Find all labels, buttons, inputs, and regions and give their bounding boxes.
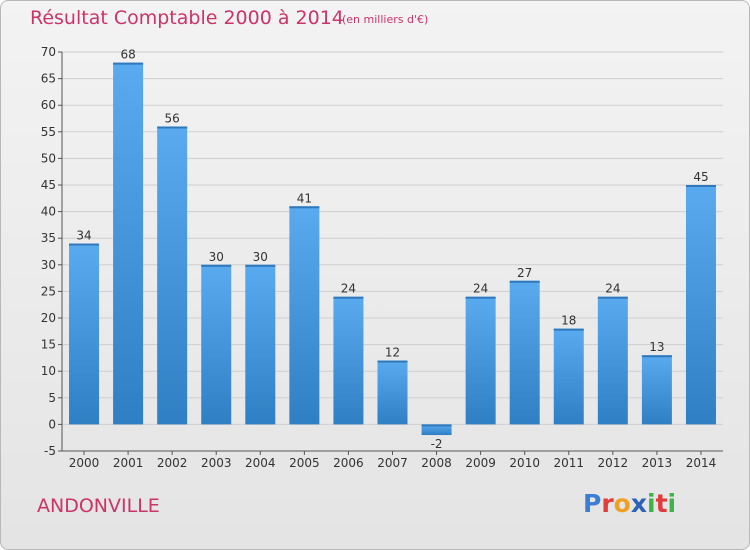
y-tick-label: 35 [41, 231, 56, 245]
x-tick-label: 2007 [377, 456, 408, 470]
bar [509, 280, 540, 425]
y-tick-label: 15 [41, 338, 56, 352]
y-tick-label: 0 [48, 417, 56, 431]
bar-edge [333, 296, 364, 299]
x-tick-label: 2003 [201, 456, 232, 470]
bar-value-label: 34 [76, 229, 91, 243]
proxiti-logo: Proxiti [583, 489, 676, 518]
bar [201, 264, 232, 425]
x-tick-label: 2009 [465, 456, 496, 470]
bar-edge [157, 126, 188, 129]
commune-name: ANDONVILLE [37, 495, 160, 517]
x-tick-label: 2011 [553, 456, 584, 470]
bar-edge [113, 62, 144, 65]
bar-value-label: 24 [605, 282, 620, 296]
y-tick-label: 20 [41, 311, 56, 325]
bar [289, 206, 320, 425]
x-tick-label: 2008 [421, 456, 452, 470]
y-tick-label: 65 [41, 72, 56, 86]
bar [69, 243, 100, 425]
bar [685, 185, 716, 425]
logo-letter: t [655, 489, 668, 518]
bar-edge [201, 264, 232, 267]
x-tick-label: 2006 [333, 456, 364, 470]
bar [597, 296, 628, 425]
bar-edge [509, 280, 540, 283]
bar [113, 62, 144, 425]
bar-value-label: 13 [649, 340, 664, 354]
bar [553, 328, 584, 425]
y-tick-label: -5 [44, 444, 56, 458]
bar-edge [421, 424, 452, 427]
bar-chart: 34 68 56 30 30 41 24 12 -2 24 27 18 24 13 45 -5 0 5 10 15 2… [41, 45, 723, 470]
bar-value-label: 27 [517, 266, 532, 280]
bar-value-label: 12 [385, 346, 400, 360]
x-tick-label: 2001 [113, 456, 144, 470]
bar-edge [377, 360, 408, 363]
bar-value-label: 18 [561, 314, 576, 328]
y-tick-label: 60 [41, 98, 56, 112]
bar [377, 360, 408, 425]
y-tick-label: 25 [41, 284, 56, 298]
logo-letter: r [601, 489, 614, 518]
bar-edge [465, 296, 496, 299]
y-tick-label: 55 [41, 125, 56, 139]
x-tick-label: 2000 [69, 456, 100, 470]
y-tick-label: 50 [41, 151, 56, 165]
y-tick-label: 30 [41, 258, 56, 272]
bar-value-label: 68 [120, 48, 135, 62]
bar-value-label: 56 [165, 111, 180, 125]
logo-letter: o [613, 489, 631, 518]
logo-letter: i [667, 489, 677, 518]
bar-value-label: 24 [473, 282, 488, 296]
bar [421, 424, 452, 436]
bar-edge [245, 264, 276, 267]
logo-letter: i [647, 489, 656, 518]
x-tick-label: 2013 [642, 456, 673, 470]
bar-edge [289, 206, 320, 209]
chart-title: Résultat Comptable 2000 à 2014 [30, 7, 344, 29]
bar [641, 355, 672, 425]
logo-letter: x [630, 489, 647, 518]
logo-letter: P [583, 489, 602, 518]
bar [157, 126, 188, 425]
bar-edge [685, 185, 716, 187]
bar [245, 264, 276, 425]
x-tick-label: 2004 [245, 456, 276, 470]
bar-edge [597, 296, 628, 299]
bar-edge [69, 243, 100, 246]
x-tick-label: 2014 [686, 456, 717, 470]
bar-edge [641, 355, 672, 358]
y-tick-label: 40 [41, 205, 56, 219]
x-tick-label: 2010 [509, 456, 540, 470]
y-tick-label: 70 [41, 45, 56, 59]
x-tick-label: 2012 [598, 456, 629, 470]
bar-value-label: 41 [297, 191, 312, 205]
bar-value-label: 30 [253, 250, 268, 264]
chart-subtitle: (en milliers d'€) [342, 13, 429, 26]
y-tick-label: 10 [41, 364, 56, 378]
bar [333, 296, 364, 425]
bar-value-label: 30 [209, 250, 224, 264]
x-tick-label: 2002 [157, 456, 188, 470]
y-tick-label: 45 [41, 178, 56, 192]
bar-value-label: -2 [431, 437, 443, 451]
x-tick-label: 2005 [289, 456, 320, 470]
bar-value-label: 45 [693, 170, 708, 184]
y-tick-label: 5 [48, 391, 56, 405]
bar-edge [553, 328, 584, 331]
bar-value-label: 24 [341, 282, 356, 296]
bar [465, 296, 496, 425]
